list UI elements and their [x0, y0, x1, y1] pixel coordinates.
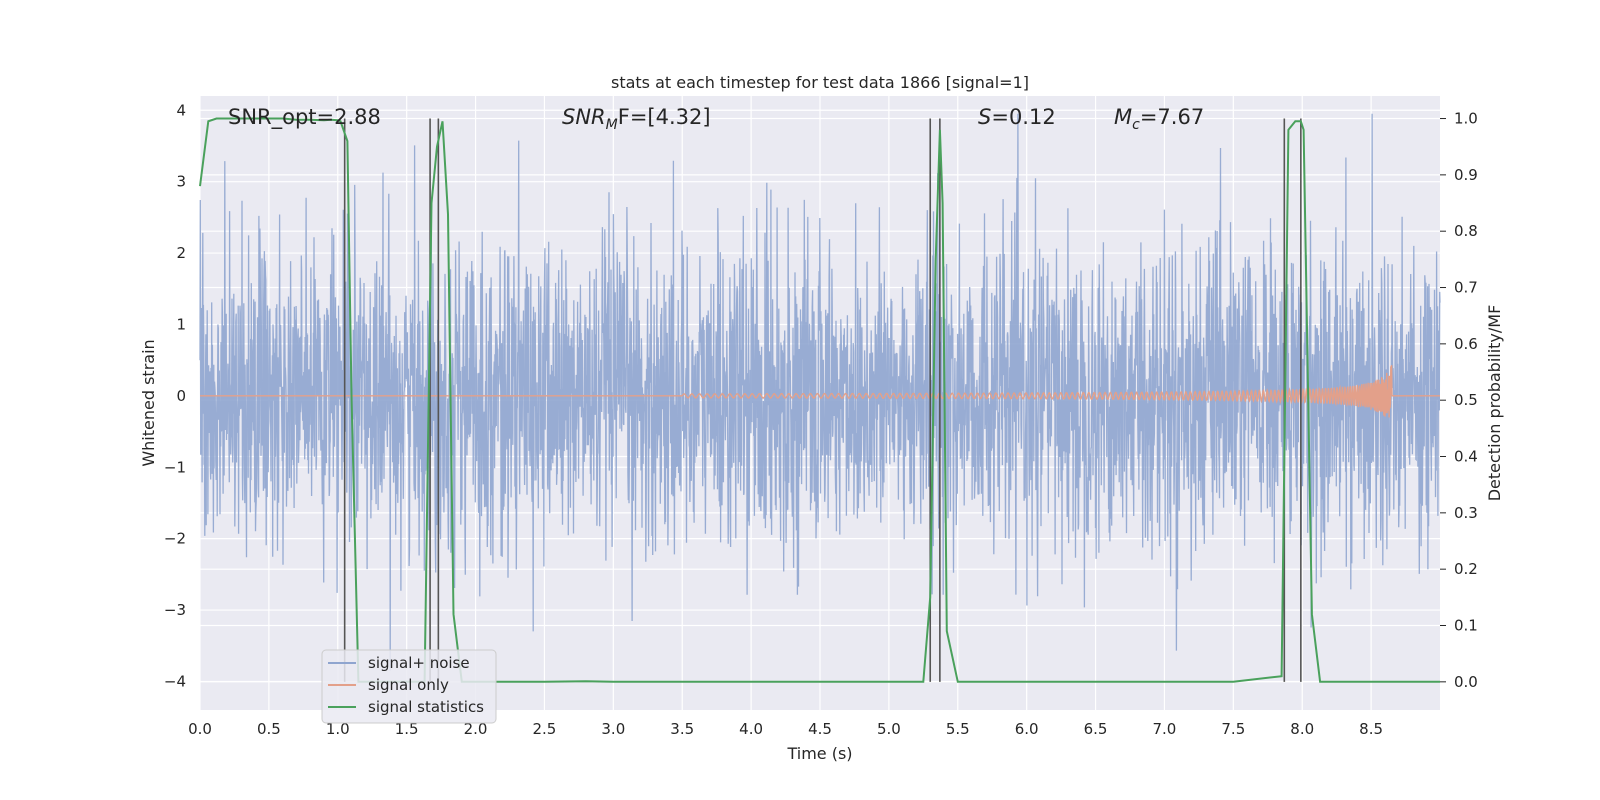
x-tick-label: 4.5	[808, 720, 832, 738]
y-tick-label: −1	[164, 458, 186, 476]
y2-tick-label: 0.3	[1454, 504, 1478, 522]
annotation-snr-mf-prefix: SNR	[562, 105, 606, 129]
x-tick-label: 8.0	[1290, 720, 1314, 738]
legend-entry-signal-only: signal only	[368, 676, 449, 694]
x-tick-label: 7.5	[1221, 720, 1245, 738]
y-tick-label: 0	[176, 387, 186, 405]
chart-title: stats at each timestep for test data 186…	[611, 73, 1029, 92]
x-tick-label: 1.0	[326, 720, 350, 738]
y-tick-label: 3	[176, 173, 186, 191]
vertical-markers	[343, 118, 1302, 682]
legend-box	[321, 649, 497, 724]
signal-statistics-line	[199, 117, 1440, 683]
series-signal-only	[200, 365, 1440, 418]
y-tick-label: −4	[164, 672, 186, 690]
x-axis-label: Time (s)	[786, 744, 852, 763]
y2-tick-label: 0.2	[1454, 560, 1478, 578]
y-axis-label: Whitened strain	[139, 339, 158, 466]
y2-axis-label: Detection probability/MF	[1485, 305, 1504, 502]
x-tick-label: 2.5	[533, 720, 557, 738]
legend-entry-signal-statistics: signal statistics	[368, 698, 484, 716]
x-tick-label: 1.5	[395, 720, 419, 738]
y2-axis-ticks: 1.0 0.9 0.8 0.7 0.6 0.5 0.4 0.3 0.2 0.1 0.0	[1440, 110, 1478, 691]
y-tick-label: −2	[164, 530, 186, 548]
x-tick-label: 6.0	[1015, 720, 1039, 738]
x-tick-label: 0.0	[188, 720, 212, 738]
y-tick-label: 1	[176, 315, 186, 333]
y-axis-ticks: 4 3 2 1 0 −1 −2 −3 −4	[164, 101, 186, 690]
annotation-snr-mf-rest: F=[4.32]	[618, 105, 711, 129]
y2-tick-label: 0.4	[1454, 448, 1478, 466]
annotation-s-prefix: S	[978, 105, 991, 129]
annotation-snr-mf: SNRMF=[4.32]	[562, 105, 711, 133]
annotation-mc-sub: c	[1132, 117, 1140, 133]
x-tick-label: 3.0	[601, 720, 625, 738]
y2-tick-label: 0.6	[1454, 335, 1478, 353]
y2-tick-label: 0.9	[1454, 166, 1478, 184]
series-signal-statistics	[199, 117, 1440, 683]
annotation-mc-rest: =7.67	[1140, 105, 1204, 129]
signal-only-line	[200, 365, 1440, 418]
annotation-s-rest: =0.12	[991, 105, 1055, 129]
y2-tick-label: 0.5	[1454, 391, 1478, 409]
legend: signal+ noise signal only signal statist…	[321, 649, 497, 724]
y2-tick-label: 0.0	[1454, 673, 1478, 691]
x-tick-label: 8.5	[1359, 720, 1383, 738]
x-tick-label: 6.5	[1084, 720, 1108, 738]
x-tick-label: 2.0	[464, 720, 488, 738]
annotation-s: S=0.12	[978, 105, 1056, 129]
y2-tick-label: 0.7	[1454, 279, 1478, 297]
y-tick-label: 4	[176, 101, 186, 119]
signal-plus-noise-line	[199, 113, 1441, 671]
annotation-mc: Mc=7.67	[1114, 105, 1204, 133]
x-tick-label: 5.5	[946, 720, 970, 738]
x-axis-ticks: 0.0 0.5 1.0 1.5 2.0 2.5 3.0 3.5 4.0 4.5 5.0 5.5 6.0 6…	[188, 720, 1383, 738]
y-tick-label: 2	[176, 244, 186, 262]
y2-tick-label: 0.1	[1454, 617, 1478, 635]
x-tick-label: 7.0	[1153, 720, 1177, 738]
x-tick-label: 0.5	[257, 720, 281, 738]
legend-entry-signal-plus-noise: signal+ noise	[368, 654, 470, 672]
x-tick-label: 4.0	[739, 720, 763, 738]
x-tick-label: 3.5	[670, 720, 694, 738]
x-tick-label: 5.0	[877, 720, 901, 738]
y-tick-label: −3	[164, 601, 186, 619]
series-signal-plus-noise	[199, 113, 1441, 671]
annotation-snr-mf-sub: M	[606, 117, 618, 133]
annotation-snr-opt: SNR_opt=2.88	[228, 105, 381, 130]
y2-tick-label: 0.8	[1454, 222, 1478, 240]
y2-tick-label: 1.0	[1454, 110, 1478, 128]
annotation-mc-prefix: M	[1114, 105, 1132, 129]
